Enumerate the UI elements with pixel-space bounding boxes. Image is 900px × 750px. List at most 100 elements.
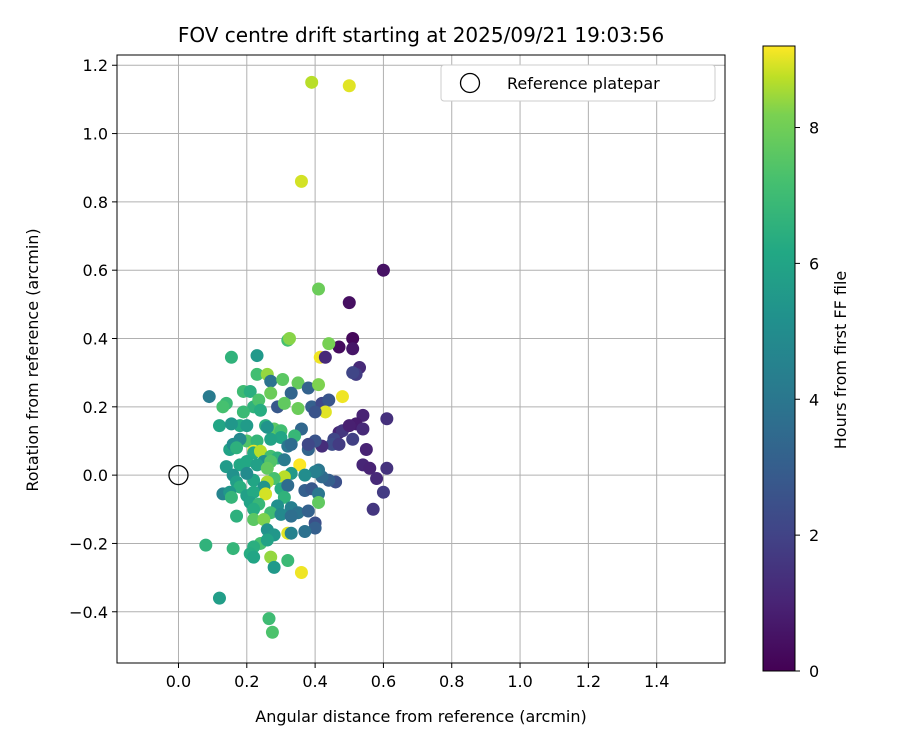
data-point [267, 560, 281, 574]
colorbar-tick-label: 8 [809, 119, 819, 138]
data-point [342, 79, 356, 93]
data-point [332, 437, 346, 451]
data-point [264, 550, 278, 564]
data-point [257, 513, 271, 527]
reference-layer [168, 464, 189, 486]
colorbar-tick-label: 2 [809, 526, 819, 545]
colorbar-gradient [762, 45, 796, 672]
legend-label: Reference platepar [507, 74, 660, 93]
data-point [376, 263, 390, 277]
x-tick-label: 0.2 [234, 672, 259, 691]
data-point [240, 419, 254, 433]
data-point [298, 524, 312, 538]
y-tick-label: −0.4 [69, 603, 108, 622]
data-point [247, 485, 261, 499]
data-point [224, 417, 238, 431]
data-point [301, 504, 315, 518]
y-tick-label: 1.2 [83, 56, 108, 75]
data-point [312, 282, 326, 296]
data-point [291, 402, 305, 416]
data-point [252, 393, 266, 407]
data-point [264, 432, 278, 446]
data-point [294, 174, 308, 188]
data-point [318, 350, 332, 364]
data-point [322, 393, 336, 407]
x-axis-label: Angular distance from reference (arcmin) [255, 707, 586, 726]
data-point [376, 485, 390, 499]
y-tick-label: 0.6 [83, 261, 108, 280]
y-tick-label: 0.2 [83, 398, 108, 417]
data-point [293, 458, 307, 472]
data-point [216, 400, 230, 414]
colorbar: 0 2 4 6 8 Hours from first FF file [762, 45, 850, 681]
data-point [332, 340, 346, 354]
y-tick-label: 0.8 [83, 193, 108, 212]
data-point [262, 612, 276, 626]
data-point [298, 468, 312, 482]
data-point [250, 349, 264, 363]
data-point [240, 466, 254, 480]
data-point [247, 502, 261, 516]
data-point [380, 412, 394, 426]
data-point [277, 453, 291, 467]
data-point [260, 461, 274, 475]
colorbar-tick-label: 4 [809, 390, 819, 409]
data-point [230, 509, 244, 523]
x-tick-label: 1.4 [644, 672, 669, 691]
y-tick-label: 0.0 [83, 466, 108, 485]
data-point [282, 332, 296, 346]
data-point [243, 384, 257, 398]
data-point [265, 625, 279, 639]
data-point [212, 419, 226, 433]
data-point [301, 381, 315, 395]
data-point [301, 437, 315, 451]
data-point [250, 367, 264, 381]
data-point [284, 526, 298, 540]
y-tick-label: −0.2 [69, 534, 108, 553]
data-point [264, 374, 278, 388]
data-point [363, 461, 377, 475]
data-point [226, 542, 240, 556]
y-axis-ticks: −0.4 −0.2 0.0 0.2 0.4 0.6 0.8 1.0 1.2 [69, 56, 117, 622]
data-point [236, 405, 250, 419]
data-point [202, 390, 216, 404]
data-point [346, 366, 360, 380]
x-tick-label: 0.4 [302, 672, 327, 691]
data-point [312, 378, 326, 392]
data-point [224, 350, 238, 364]
data-point [250, 434, 264, 448]
data-point [212, 591, 226, 605]
data-point [253, 444, 267, 458]
legend-box [440, 64, 716, 102]
chart-title: FOV centre drift starting at 2025/09/21 … [178, 23, 664, 47]
legend-reference-marker [459, 72, 481, 94]
data-point [291, 376, 305, 390]
colorbar-label: Hours from first FF file [831, 271, 850, 450]
data-point [366, 502, 380, 516]
data-point [281, 554, 295, 568]
data-point [284, 386, 298, 400]
data-point [260, 533, 274, 547]
data-point [359, 443, 373, 457]
colorbar-tick-label: 0 [809, 662, 819, 681]
data-point [230, 441, 244, 455]
data-point [247, 550, 261, 564]
data-point [247, 513, 261, 527]
data-point [318, 405, 332, 419]
data-point [335, 390, 349, 404]
data-point [284, 509, 298, 523]
data-point [250, 458, 264, 472]
data-point [380, 461, 394, 475]
x-tick-label: 1.2 [576, 672, 601, 691]
colorbar-tick-label: 6 [809, 254, 819, 273]
data-point [370, 472, 384, 486]
data-point [308, 405, 322, 419]
data-point [284, 437, 298, 451]
data-point [346, 342, 360, 356]
data-point [322, 337, 336, 351]
x-tick-label: 1.0 [507, 672, 532, 691]
legend: Reference platepar [440, 64, 716, 102]
data-point [346, 432, 360, 446]
